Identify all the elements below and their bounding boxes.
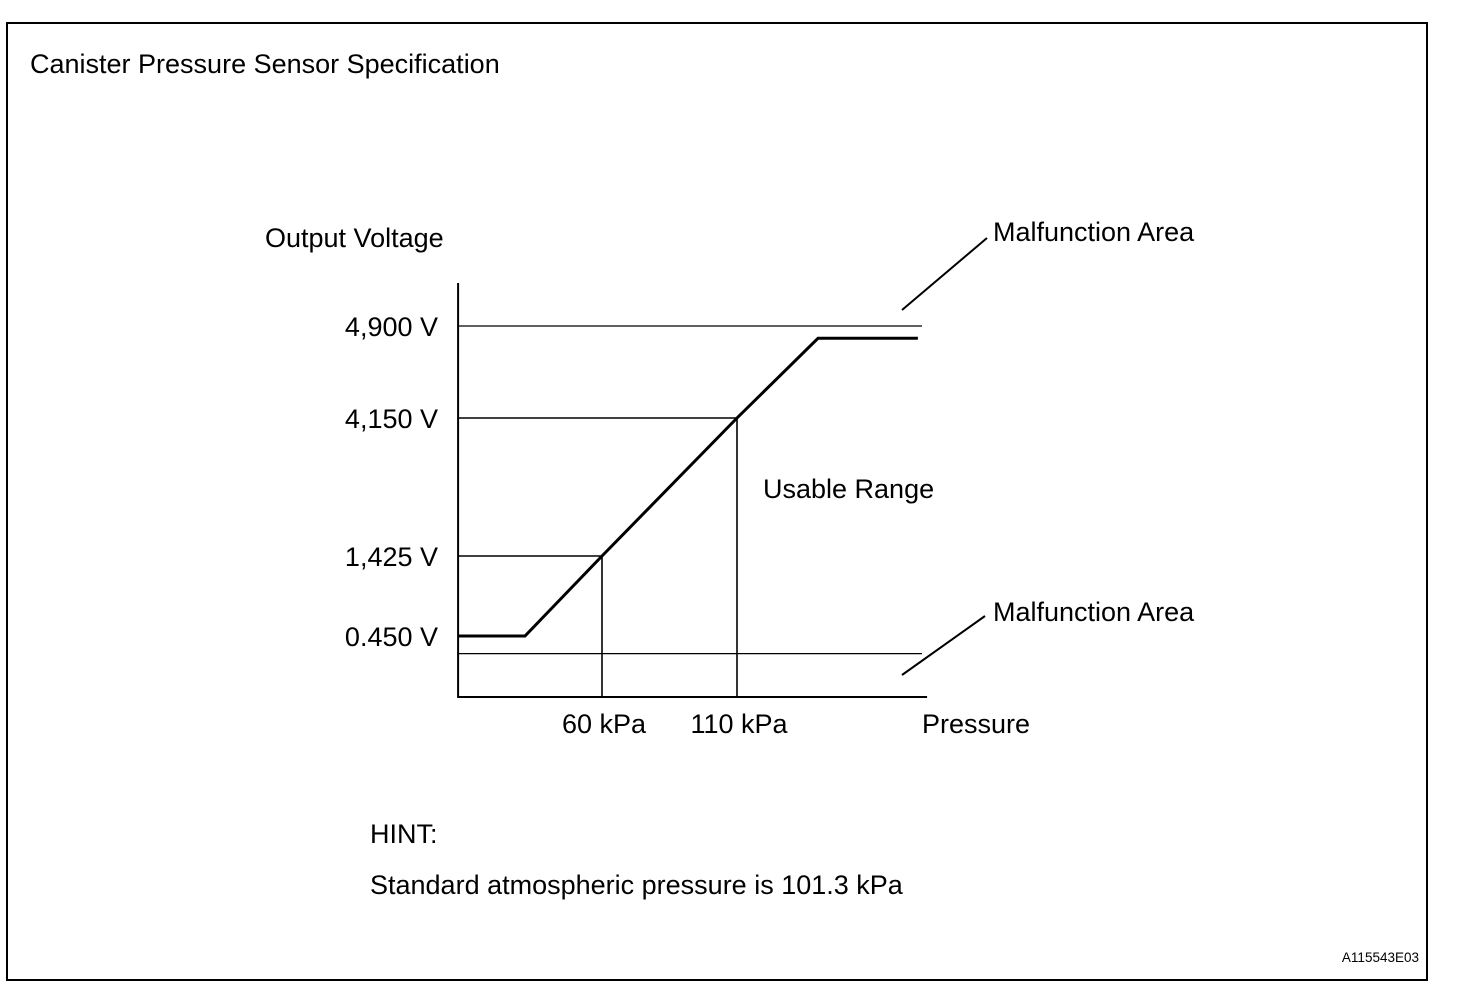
y-tick-label: 0.450 V — [344, 622, 438, 652]
leader-line-top — [901, 237, 988, 311]
malfunction-area-label-lower: Malfunction Area — [993, 597, 1195, 627]
leader-line-bottom — [901, 615, 986, 676]
figure-id: A115543E03 — [1341, 950, 1419, 965]
y-tick-label: 4,900 V — [344, 312, 438, 342]
figure-frame — [6, 22, 1428, 981]
y-axis-label: Output Voltage — [265, 223, 444, 253]
figure-title: Canister Pressure Sensor Specification — [30, 49, 500, 79]
hint-text: Standard atmospheric pressure is 101.3 k… — [370, 870, 903, 900]
plot-marks — [457, 283, 928, 698]
characteristic-line — [458, 336, 918, 638]
malfunction-area-label-upper: Malfunction Area — [993, 217, 1195, 247]
x-tick-label: 60 kPa — [561, 709, 647, 739]
x-tick-label: 110 kPa — [690, 709, 788, 739]
y-tick-label: 1,425 V — [344, 542, 438, 572]
x-axis-label: Pressure — [922, 709, 1031, 739]
usable-range-label: Usable Range — [763, 474, 935, 504]
y-tick-label: 4,150 V — [344, 404, 438, 434]
hint-label: HINT: — [370, 819, 438, 849]
